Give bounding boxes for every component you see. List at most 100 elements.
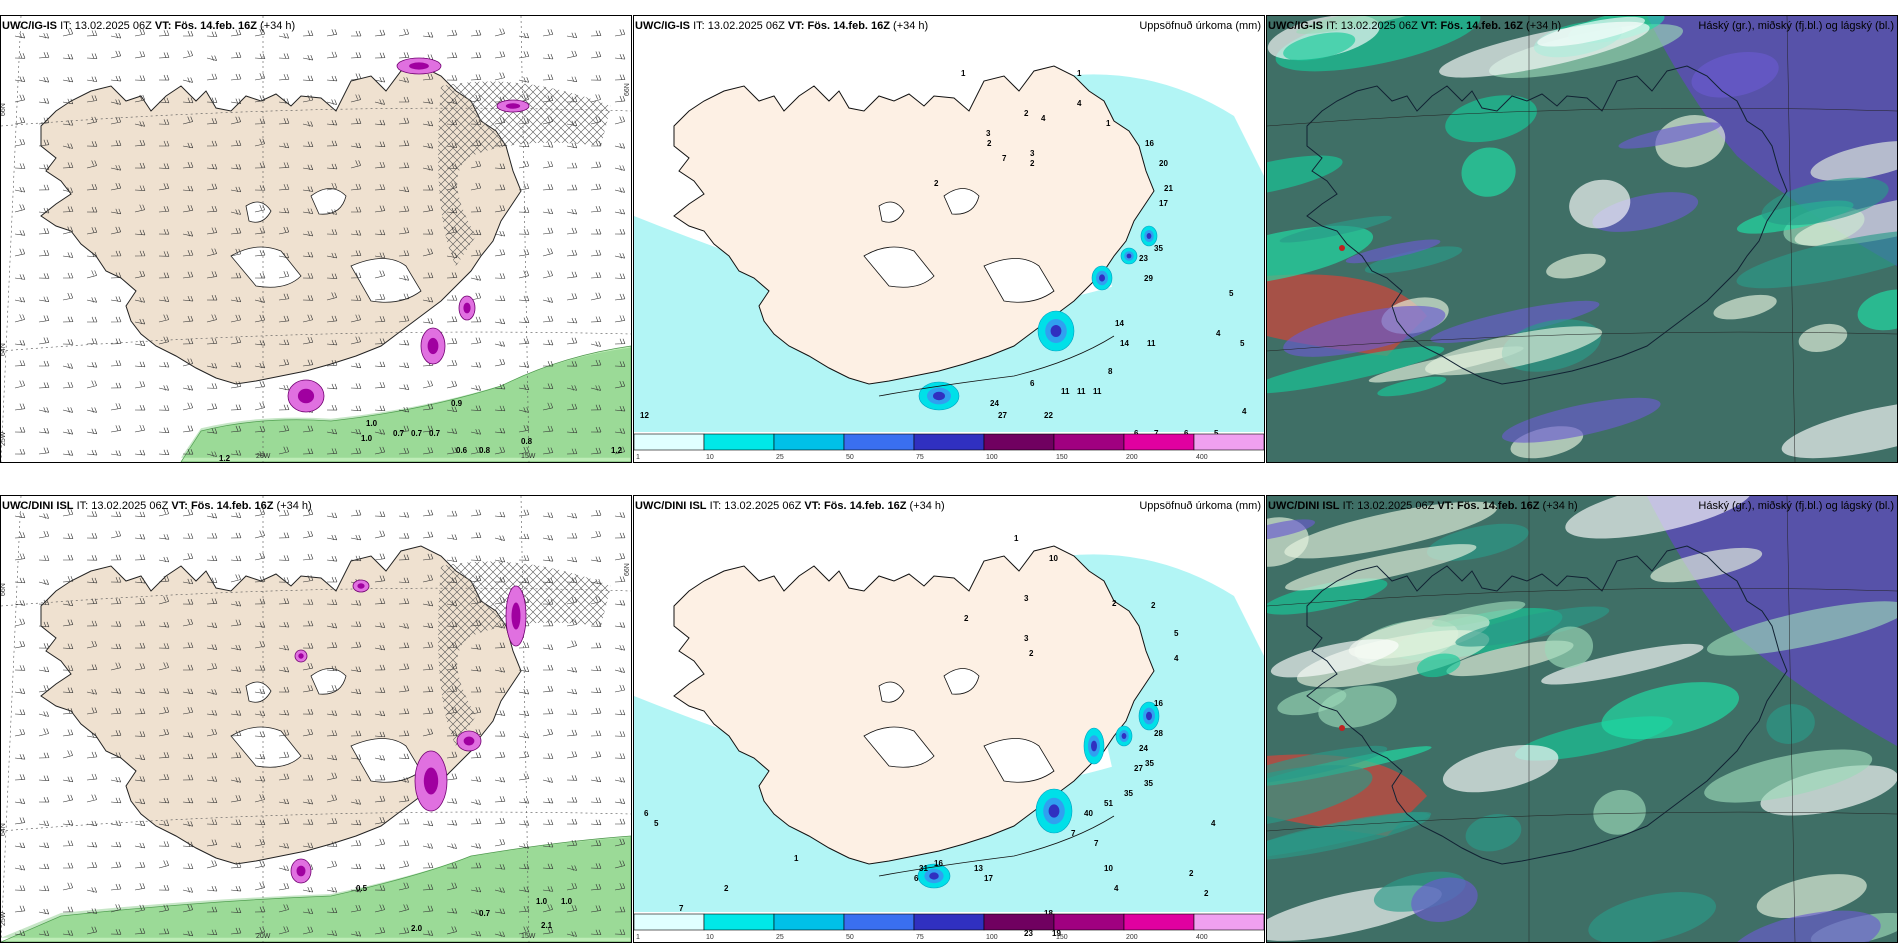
- precip-value: 5: [1240, 339, 1245, 348]
- precip-value: 5: [1174, 629, 1179, 638]
- precip-value: 1: [961, 69, 966, 78]
- colorbar-level: 200: [1126, 454, 1138, 461]
- lat-label-66-right: 66N: [624, 83, 631, 96]
- snow-depth-label: 1.2: [611, 446, 623, 455]
- colorbar-level: 1: [636, 454, 640, 461]
- colorbar-segment: [913, 913, 985, 931]
- precip-value: 12: [640, 411, 649, 420]
- colorbar-segment: [1193, 433, 1264, 451]
- colorbar-level: 75: [916, 934, 924, 941]
- precip-value: 22: [1044, 411, 1053, 420]
- precip-value: 23: [1024, 929, 1033, 938]
- precip-map-bottom: 1 10 2 3 3 2 2 2 5 4 16 28 24 35 27 35 35 51 40 7 7 10 4 6 18 19 2…: [633, 495, 1265, 943]
- cloud-title: Háský (gr.), miðský (fj.bl.) og lágský (…: [1698, 20, 1894, 32]
- cloud-map-bottom: [1266, 495, 1898, 943]
- colorbar-segment: [1193, 913, 1264, 931]
- snow-depth-label: 1.2: [219, 454, 231, 462]
- precip-value: 7: [1094, 839, 1099, 848]
- precip-value: 4: [1216, 329, 1221, 338]
- precip-value: 35: [1154, 244, 1163, 253]
- colorbar-level: 10: [706, 934, 714, 941]
- precip-value: 2: [934, 179, 939, 188]
- wind-map-svg: 1.0 0.9 1.0 0.7 0.7 0.7 0.6 0.8 0.8 1.2 1.2 66N 64N 2…: [1, 16, 631, 462]
- lon-label-25: 25W: [1, 431, 7, 446]
- station-marker: [1339, 725, 1345, 731]
- colorbar-level: 75: [916, 454, 924, 461]
- precip-value: 35: [1144, 779, 1153, 788]
- precip-value: 20: [1159, 159, 1168, 168]
- header-wind-bottom: UWC/DINI ISL IT: 13.02.2025 06Z VT: Fös.…: [2, 500, 312, 512]
- snow-depth-label: 1.0: [536, 897, 548, 906]
- lon-label-15: 15W: [521, 453, 536, 460]
- precip-value: 4: [1211, 819, 1216, 828]
- precip-value: 5: [654, 819, 659, 828]
- precip-value: 6: [914, 874, 919, 883]
- colorbar-level: 50: [846, 934, 854, 941]
- colorbar-segment: [983, 433, 1055, 451]
- precip-value: 4: [1114, 884, 1119, 893]
- precip-value: 1: [1014, 534, 1019, 543]
- snow-depth-label: 2.1: [541, 921, 553, 930]
- snow-depth-label: 1.0: [361, 434, 373, 443]
- precip-value: 1: [794, 854, 799, 863]
- colorbar-level: 1: [636, 934, 640, 941]
- precip-value: 10: [1049, 554, 1058, 563]
- lon-label-25: 25W: [1, 911, 7, 926]
- precip-value: 2: [1189, 869, 1194, 878]
- precip-value: 7: [1002, 154, 1007, 163]
- precip-value: 2: [1024, 109, 1029, 118]
- snow-depth-label: 0.7: [411, 429, 423, 438]
- precip-value: 7: [679, 904, 684, 913]
- colorbar-segment: [843, 433, 915, 451]
- colorbar-segment: [773, 433, 845, 451]
- colorbar-segment: [913, 433, 985, 451]
- cloud-map-svg: [1267, 496, 1897, 942]
- snow-depth-label: 0.5: [356, 884, 368, 893]
- snow-depth-label: 2.0: [411, 924, 423, 933]
- precip-value: 11: [1061, 387, 1070, 396]
- colorbar-segment: [1053, 913, 1125, 931]
- lat-label-66-right: 66N: [624, 563, 631, 576]
- precip-value: 2: [964, 614, 969, 623]
- precip-value: 35: [1124, 789, 1133, 798]
- station-marker: [1339, 245, 1345, 251]
- wind-snow-map-bottom: 0.5 0.7 1.0 1.0 2.0 2.1 66N 64N 25W 20W 15W 66N: [0, 495, 632, 943]
- precip-value: 17: [984, 874, 993, 883]
- snow-depth-label: 1.0: [561, 897, 573, 906]
- precip-value: 2: [1029, 649, 1034, 658]
- precip-value: 3: [1030, 149, 1035, 158]
- precip-value: 14: [1115, 319, 1124, 328]
- precip-value: 19: [1052, 929, 1061, 938]
- colorbar-segment: [1123, 433, 1195, 451]
- colorbar-segment: [1053, 433, 1125, 451]
- wind-map-svg: 0.5 0.7 1.0 1.0 2.0 2.1 66N 64N 25W 20W 15W 66N: [1, 496, 631, 942]
- precip-value: 4: [1041, 114, 1046, 123]
- precip-value: 2: [1112, 599, 1117, 608]
- cloud-map-svg: [1267, 16, 1897, 462]
- colorbar-level: 150: [1056, 454, 1068, 461]
- colorbar-segment: [773, 913, 845, 931]
- precip-value: 7: [1154, 429, 1159, 438]
- precip-value: 2: [1030, 159, 1035, 168]
- precip-value: 21: [1164, 184, 1173, 193]
- model-name: UWC/IG-IS: [2, 20, 57, 32]
- precip-value: 16: [1154, 699, 1163, 708]
- precip-value: 1: [1106, 119, 1111, 128]
- lat-label-64: 64N: [1, 823, 7, 836]
- precip-value: 35: [1145, 759, 1154, 768]
- colorbar-level: 25: [776, 934, 784, 941]
- precip-value: 7: [1071, 829, 1076, 838]
- colorbar-segment: [1123, 913, 1195, 931]
- cloud-map-top: [1266, 15, 1898, 463]
- colorbar-segment: [983, 913, 1055, 931]
- precip-value: 18: [1044, 909, 1053, 918]
- colorbar-level: 100: [986, 454, 998, 461]
- precip-value: 3: [1024, 634, 1029, 643]
- precip-value: 29: [1144, 274, 1153, 283]
- precip-value: 8: [1108, 367, 1113, 376]
- precip-value: 1: [1077, 69, 1082, 78]
- lat-label-64: 64N: [1, 343, 7, 356]
- precip-value: 13: [974, 864, 983, 873]
- precip-value: 23: [1139, 254, 1148, 263]
